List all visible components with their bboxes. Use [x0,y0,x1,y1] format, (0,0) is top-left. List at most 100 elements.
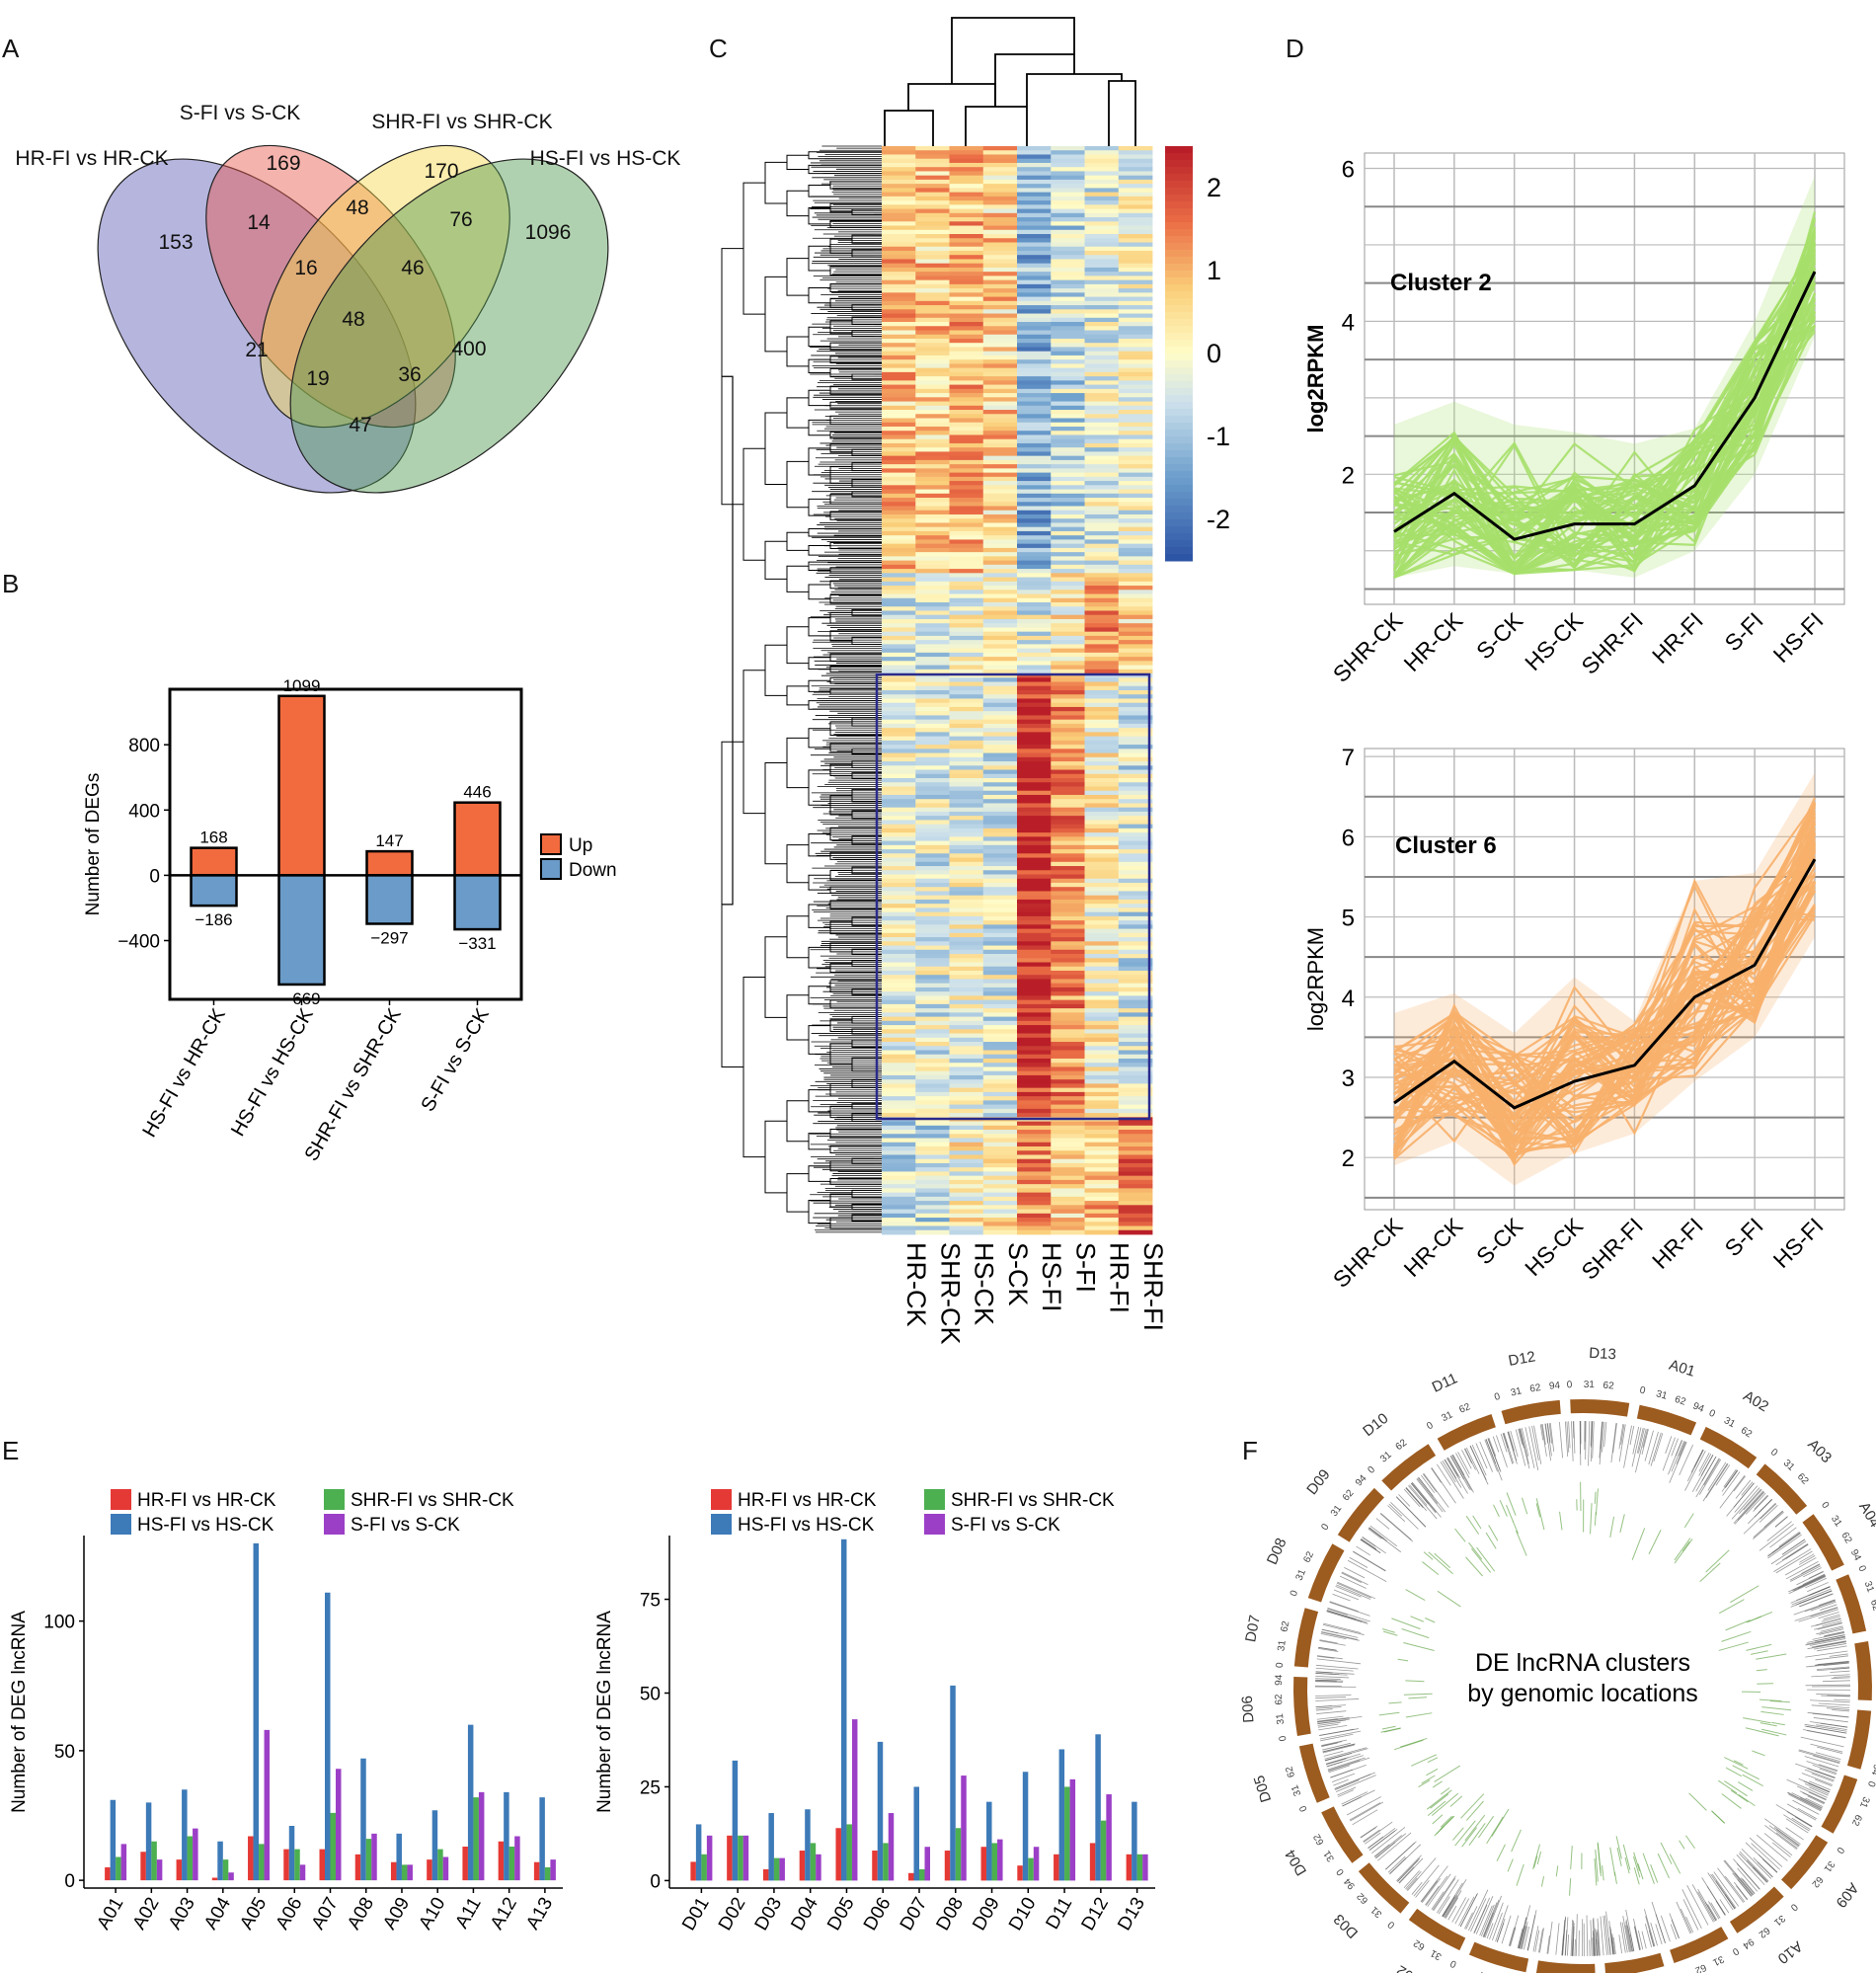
heatmap-cell [1118,844,1153,850]
heatmap-cell [949,250,984,256]
heatmap-cell [1017,828,1052,833]
heatmap-cell [1017,1188,1052,1194]
heatmap-cell [915,184,950,189]
lncrna-density-mark [1822,1619,1842,1626]
heatmap-cell [982,1225,1018,1231]
heatmap-cell [1084,908,1120,913]
heatmap-cell [1118,1201,1153,1206]
de-lncrna-mark [1478,1816,1494,1839]
heatmap-cell [1017,1125,1052,1131]
heatmap-cell [1084,221,1120,226]
lncrna-density-mark [1328,1757,1370,1773]
heatmap-cell [882,1162,916,1168]
heatmap-cell [882,300,916,306]
heatmap-cell [1017,1154,1052,1160]
heatmap-cell [982,983,1018,988]
heatmap-cell [882,1145,916,1151]
chromosome-tick-label: 0 [1865,1779,1876,1788]
heatmap-cell [915,756,950,762]
heatmap-cell [1051,276,1085,281]
heatmap-cell [915,769,950,775]
lncrna-density-mark [1618,1424,1624,1450]
heatmap-cell [1118,924,1153,929]
heatmap-cell [1084,983,1120,988]
heatmap-cell [949,502,984,507]
heatmap-cell [915,1063,950,1067]
heatmap-cell [915,1008,950,1013]
heatmap-cell [1118,915,1153,921]
x-tick-label: HR-CK [1398,1213,1467,1282]
lncrna-density-mark [1475,1443,1488,1469]
heatmap-cell [949,1213,984,1219]
heatmap-cell [882,426,916,432]
lncrna-density-mark [1533,1425,1542,1464]
heatmap-cell [949,1192,984,1198]
heatmap-cell [1084,853,1120,858]
dendrogram-branch [851,1015,874,1024]
lncrna-density-mark [1611,1934,1615,1955]
heatmap-cell [915,326,950,331]
heatmap-cell [1017,728,1052,733]
heatmap-cell [1051,212,1085,218]
heatmap-cell [1051,442,1085,448]
heatmap-cell [1118,904,1153,908]
heatmap-cell [915,749,950,753]
heatmap-cell [882,1042,916,1047]
heatmap-cell [1017,610,1052,616]
de-lncrna-mark [1769,1699,1790,1703]
heatmap-cell [1084,904,1120,908]
heatmap-cell [1118,590,1153,594]
color-scale-step [1165,326,1193,334]
venn-count: 76 [449,208,472,231]
heatmap-cell [915,1104,950,1110]
heatmap-cell [915,522,950,528]
heatmap-cell [982,485,1018,490]
heatmap-cell [915,175,950,181]
heatmap-cell [882,1130,916,1135]
chromosome-tick-label: 31 [1829,1514,1844,1530]
heatmap-cell [1118,1150,1153,1155]
heatmap-cell [949,1054,984,1060]
heatmap-cell [949,317,984,323]
lncrna-density-mark [1565,1421,1569,1457]
heatmap-cell [982,1100,1018,1106]
heatmap-cell [1017,1192,1052,1198]
column-label: S-CK [1003,1242,1033,1306]
y-tick-label: 50 [54,1742,75,1763]
heatmap-cell [982,618,1018,624]
heatmap-cell [1118,388,1153,394]
heatmap-cell [915,941,950,946]
chromosome-label: D06 [1239,1696,1258,1724]
lncrna-density-mark [1387,1855,1406,1873]
heatmap-cell [982,752,1018,758]
heatmap-cell [915,1213,950,1219]
lncrna-density-mark [1438,1896,1450,1915]
lncrna-density-mark [1787,1791,1822,1810]
heatmap-cell [1118,928,1153,934]
de-lncrna-mark [1401,1628,1430,1639]
de-lncrna-mark [1683,1513,1694,1529]
heatmap-cell [949,986,984,992]
x-tick-label: HR-CK [1398,607,1467,676]
color-scale-step [1165,485,1193,493]
lncrna-density-mark [1592,1937,1594,1956]
heatmap-cell [1017,229,1052,235]
lncrna-density-mark [1347,1559,1387,1582]
up-value-label: 1099 [283,676,321,695]
lncrna-density-mark [1417,1477,1439,1504]
heatmap-cell [1017,1025,1052,1030]
heatmap-cell [882,146,916,151]
x-tick-label: HS-CK [1520,1213,1588,1281]
heatmap-cell [915,1150,950,1155]
heatmap-cell [982,564,1018,570]
heatmap-cell [882,255,916,260]
heatmap-cell [882,217,916,222]
lncrna-density-mark [1685,1916,1694,1934]
chromosome-band [1307,1543,1345,1603]
heatmap-cell [949,472,984,478]
heatmap-cell [1017,648,1052,654]
de-lncrna-mark [1535,1503,1541,1518]
de-lncrna-mark [1669,1854,1681,1874]
lncrna-density-mark [1555,1923,1560,1955]
lncrna-density-mark [1327,1608,1348,1616]
